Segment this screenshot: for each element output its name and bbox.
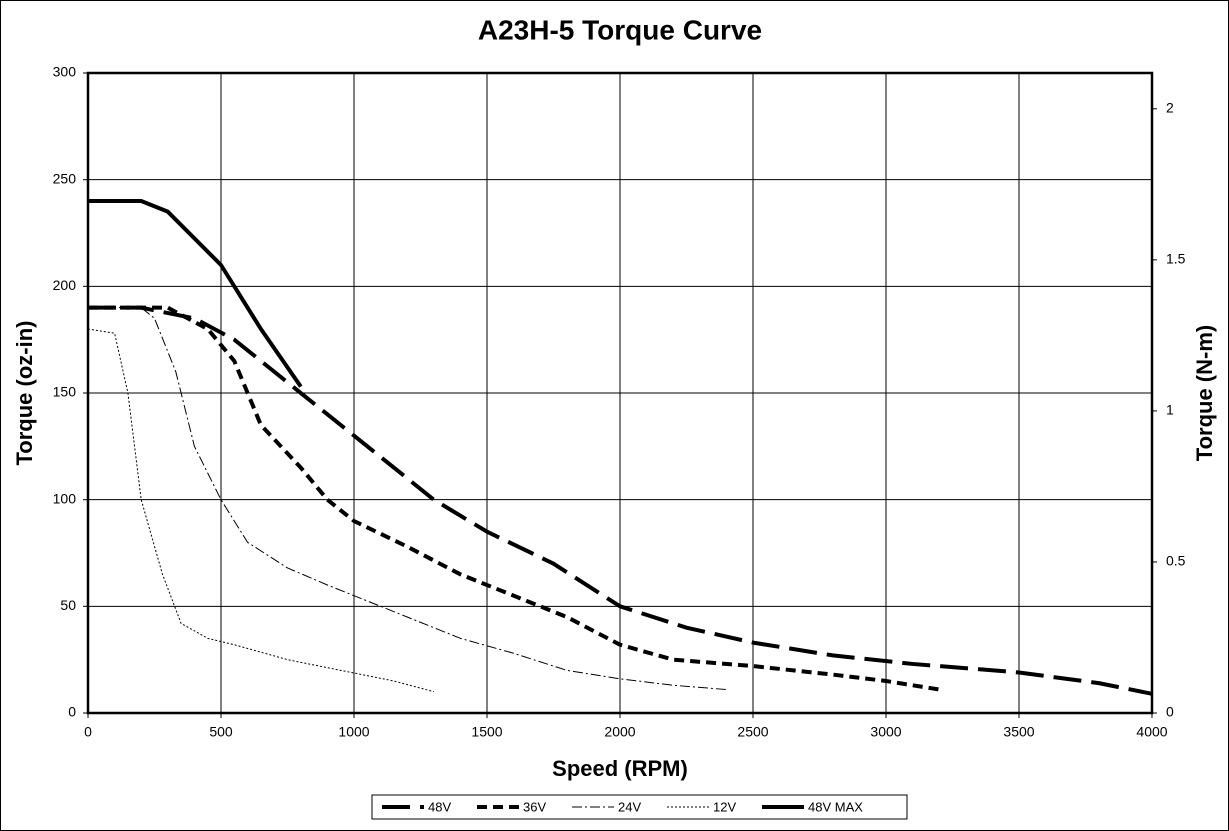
y2-tick-label: 0.5 [1166,553,1186,569]
y2-tick-label: 1.5 [1166,251,1186,267]
chart-title: A23H-5 Torque Curve [478,14,762,45]
y2-tick-label: 1 [1166,402,1174,418]
y2-tick-label: 0 [1166,704,1174,720]
y-tick-label: 50 [60,597,76,613]
series-line [87,328,434,693]
x-tick-label: 0 [84,724,92,740]
x-tick-label: 2000 [604,724,635,740]
y-tick-label: 200 [53,277,77,293]
legend-label: 24V [618,799,641,814]
y-tick-label: 300 [53,64,77,80]
x-tick-label: 500 [209,724,233,740]
plot-border [86,71,1154,715]
y2-tick-label: 2 [1166,100,1174,116]
y-tick-label: 150 [53,384,77,400]
x-tick-label: 3000 [870,724,901,740]
y2-axis-label: Torque (N-m) [1192,325,1217,461]
series-line [88,307,727,691]
legend-label: 48V [428,799,451,814]
x-tick-label: 3500 [1003,724,1034,740]
y-tick-label: 100 [53,490,77,506]
y-tick-label: 250 [53,170,77,186]
x-tick-label: 4000 [1136,724,1167,740]
series-line [88,305,1153,696]
legend: 48V 36V 24V 12V 48V MAX [371,794,908,820]
legend-box [371,794,908,820]
y-tick-label: 0 [68,704,76,720]
x-axis-label: Speed (RPM) [552,756,688,781]
x-tick-label: 1500 [471,724,502,740]
x-tick-label: 2500 [737,724,768,740]
legend-label: 36V [523,799,546,814]
legend-label: 12V [713,799,736,814]
series-line [88,199,303,388]
y-axis-label: Torque (oz-in) [12,321,37,466]
legend-label: 48V MAX [808,799,863,814]
x-tick-label: 1000 [338,724,369,740]
